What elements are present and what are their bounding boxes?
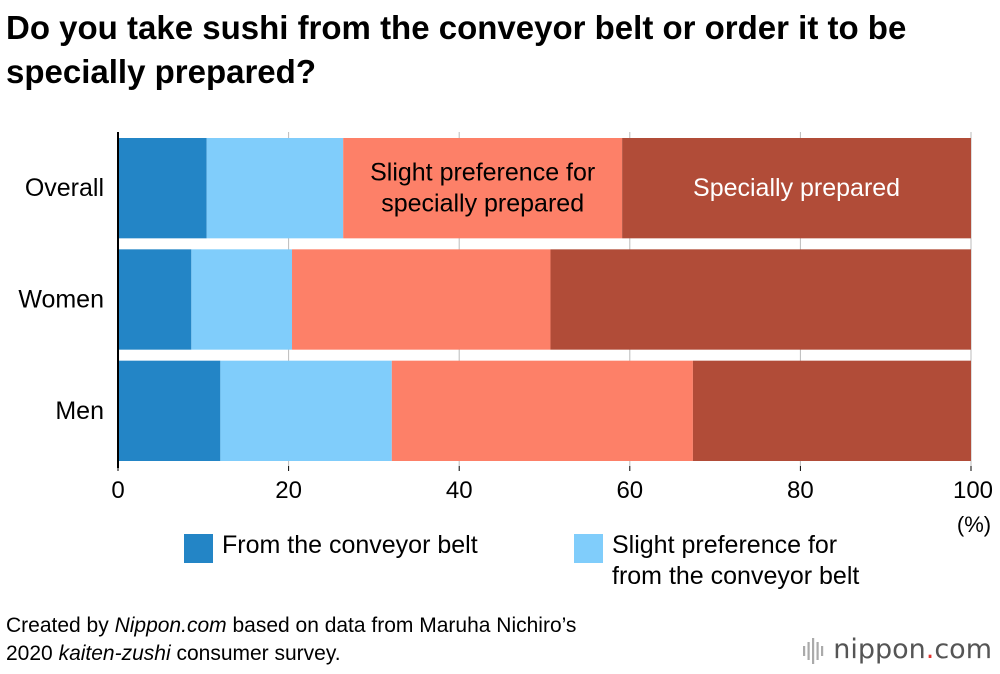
inline-label-slight-preference-for-specially-prepared-line-2: specially prepared	[381, 190, 584, 218]
x-tick-label-60: 60	[616, 477, 643, 504]
x-axis: 0 20 40 60 80 100 (%)	[111, 132, 993, 537]
bar-men-slight-preference-for-from-the-conveyor-belt	[220, 360, 392, 461]
source-note-part: based on data from Maruha Nichiro’s	[226, 614, 577, 637]
inline-label-slight-preference-for-specially-prepared-line-1: Slight preference for	[370, 159, 595, 187]
bar-overall-from-the-conveyor-belt	[118, 138, 207, 239]
logo-dot: .	[925, 634, 935, 665]
bars	[118, 138, 971, 461]
legend-swatch-from-belt	[184, 534, 213, 563]
bar-women-slight-preference-for-from-the-conveyor-belt	[191, 249, 293, 350]
chart-title: Do you take sushi from the conveyor belt…	[6, 9, 907, 90]
inline-label-specially-prepared-line-1: Specially prepared	[693, 174, 900, 202]
x-tick-label-40: 40	[446, 477, 473, 504]
legend-label-line-1: Slight preference for	[612, 531, 838, 559]
legend-label-from-belt: From the conveyor belt	[222, 531, 478, 559]
bar-women-from-the-conveyor-belt	[118, 249, 192, 350]
source-note-part: Created by	[6, 614, 115, 637]
legend-label-slight-from-belt: Slight preference for from the conveyor …	[612, 530, 859, 592]
legend-swatch-slight-from-belt	[574, 534, 603, 563]
logo-name: nippon	[833, 634, 926, 665]
source-note-part: 2020	[6, 642, 59, 665]
bar-men-slight-preference-for-specially-prepared	[391, 360, 693, 461]
x-tick-label-100: 100	[953, 477, 993, 504]
x-tick-label-80: 80	[787, 477, 814, 504]
x-axis-unit: (%)	[957, 512, 991, 537]
category-label-men: Men	[55, 397, 104, 425]
source-note-part: Nippon.com	[114, 614, 227, 637]
bar-overall-slight-preference-for-from-the-conveyor-belt	[206, 138, 344, 239]
category-label-overall: Overall	[25, 174, 104, 202]
bar-men-from-the-conveyor-belt	[118, 360, 221, 461]
category-label-women: Women	[18, 286, 104, 314]
source-note-part: kaiten-zushi	[58, 642, 171, 665]
source-note-part: consumer survey.	[170, 642, 341, 665]
category-labels: Overall Women Men	[18, 174, 104, 425]
bar-overall-specially-prepared	[622, 138, 971, 239]
bar-women-slight-preference-for-specially-prepared	[292, 249, 551, 350]
bar-women-specially-prepared	[550, 249, 971, 350]
source-note: Created by Nippon.com based on data from…	[6, 612, 576, 668]
legend-label-line-2: from the conveyor belt	[612, 562, 860, 590]
nippon-com-logo: nippon.com	[803, 634, 992, 666]
bar-men-specially-prepared	[692, 360, 971, 461]
legend: From the conveyor belt Slight preference…	[184, 530, 964, 594]
x-tick-label-0: 0	[111, 477, 124, 504]
bar-overall-slight-preference-for-specially-prepared	[343, 138, 623, 239]
inline-series-labels: Slight preference for specially prepared S…	[370, 159, 900, 218]
logo-mark-icon	[803, 637, 824, 664]
logo-tld: com	[934, 634, 992, 665]
x-tick-label-20: 20	[275, 477, 302, 504]
